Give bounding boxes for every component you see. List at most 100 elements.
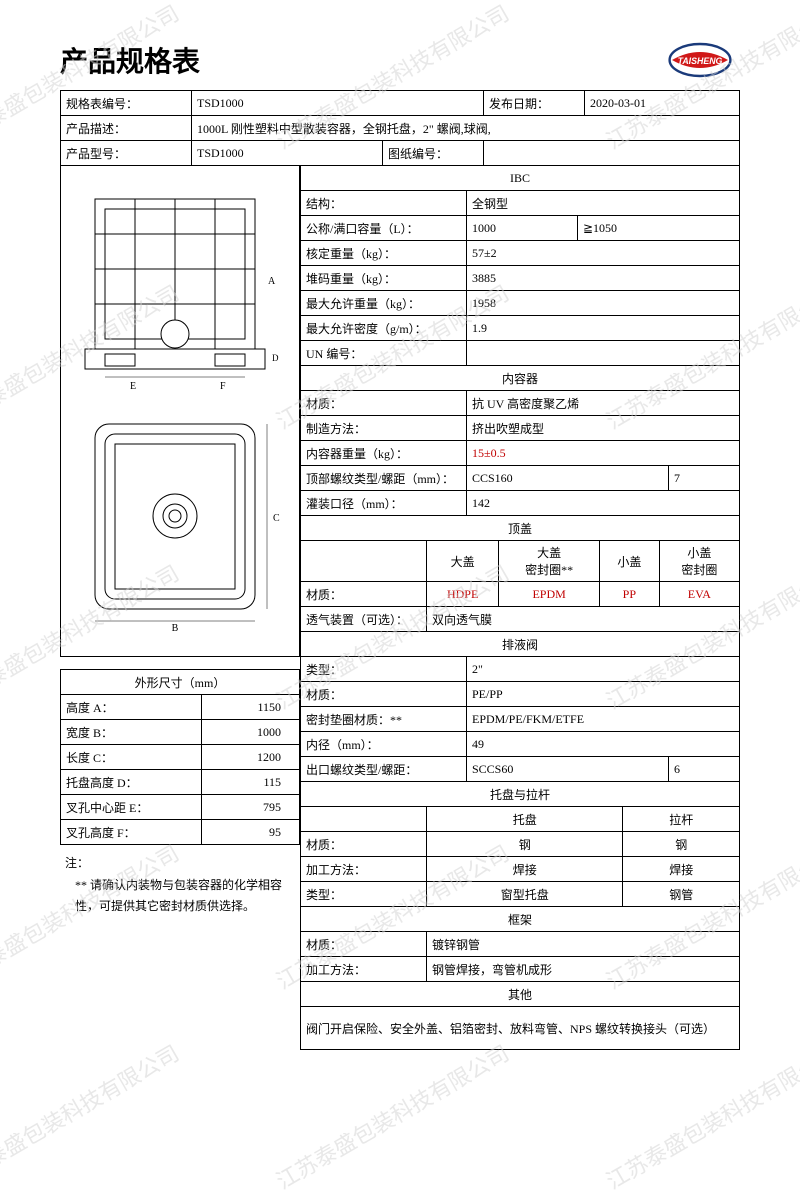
cell-value: 1958 <box>467 291 740 316</box>
cell-value: 1000 <box>467 216 578 241</box>
desc-value: 1000L 刚性塑料中型散装容器，全钢托盘，2" 螺阀,球阀, <box>192 116 740 141</box>
cell-label: 内容器重量（kg）： <box>301 441 467 466</box>
svg-text:B: B <box>172 623 179 634</box>
svg-text:E: E <box>130 381 136 392</box>
other-header: 其他 <box>301 982 740 1007</box>
cell-value: PP <box>599 582 659 607</box>
cell-value: 6 <box>669 757 740 782</box>
model-label: 产品型号： <box>61 141 192 166</box>
dims-header: 外形尺寸（mm） <box>61 670 300 695</box>
cell-value: 钢管 <box>623 882 740 907</box>
valve-table: 排液阀 类型：2" 材质：PE/PP 密封垫圈材质：**EPDM/PE/FKM/… <box>300 632 740 782</box>
cell-label: 加工方法： <box>301 957 427 982</box>
cell-value: SCCS60 <box>467 757 669 782</box>
note-block: 注： ** 请确认内装物与包装容器的化学相容性，可提供其它密封材质供选择。 <box>60 845 300 926</box>
top-table: 规格表编号： TSD1000 发布日期： 2020-03-01 产品描述： 10… <box>60 90 740 166</box>
cell-value: 挤出吹塑成型 <box>467 416 740 441</box>
dim-label: 托盘高度 D： <box>61 770 202 795</box>
svg-text:D: D <box>272 353 279 363</box>
cell-label: 材质： <box>301 682 467 707</box>
dim-value: 1000 <box>202 720 300 745</box>
cell-label: 灌装口径（mm）： <box>301 491 467 516</box>
cap-header: 顶盖 <box>301 516 740 541</box>
cell-label: 材质： <box>301 932 427 957</box>
cell-value: 3885 <box>467 266 740 291</box>
header: 产品规格表 TAISHENG <box>60 40 740 80</box>
cell-label: 材质： <box>301 582 427 607</box>
note-header: 注： <box>65 853 295 875</box>
cell-label: 透气装置（可选）： <box>301 607 427 632</box>
cell-label: 顶部螺纹类型/螺距（mm）： <box>301 466 467 491</box>
cell-value: 窗型托盘 <box>427 882 623 907</box>
logo: TAISHENG <box>660 40 740 80</box>
col-head: 大盖 <box>427 541 499 582</box>
cell-value: EVA <box>659 582 739 607</box>
cell-value: HDPE <box>427 582 499 607</box>
cap-table: 顶盖 大盖 大盖 密封圈** 小盖 小盖 密封圈 材质： HDPE EPDM P… <box>300 516 740 632</box>
spec-no: TSD1000 <box>192 91 484 116</box>
cell-label: 堆码重量（kg）： <box>301 266 467 291</box>
cell-value: 双向透气膜 <box>427 607 740 632</box>
cell-label: 出口螺纹类型/螺距： <box>301 757 467 782</box>
dim-value: 95 <box>202 820 300 845</box>
cell-value: 57±2 <box>467 241 740 266</box>
frame-header: 框架 <box>301 907 740 932</box>
cell-value <box>467 341 740 366</box>
ibc-header: IBC <box>301 166 740 191</box>
svg-text:F: F <box>220 381 226 392</box>
date-label: 发布日期： <box>484 91 585 116</box>
cell-value: 钢 <box>623 832 740 857</box>
cell-label: 核定重量（kg）： <box>301 241 467 266</box>
cell-value: 1.9 <box>467 316 740 341</box>
desc-label: 产品描述： <box>61 116 192 141</box>
drawing-area: A D E F B C <box>60 166 300 657</box>
cell-value: 2" <box>467 657 740 682</box>
cell-value: EPDM/PE/FKM/ETFE <box>467 707 740 732</box>
cell-label: 制造方法： <box>301 416 467 441</box>
col-blank <box>301 807 427 832</box>
dim-label: 高度 A： <box>61 695 202 720</box>
cell-label: 加工方法： <box>301 857 427 882</box>
cell-value: 抗 UV 高密度聚乙烯 <box>467 391 740 416</box>
date-value: 2020-03-01 <box>585 91 740 116</box>
ibc-table: IBC 结构：全钢型 公称/满口容量（L）：1000≧1050 核定重量（kg）… <box>300 166 740 516</box>
cell-value: 焊接 <box>427 857 623 882</box>
cell-value: 全钢型 <box>467 191 740 216</box>
cell-value: 7 <box>669 466 740 491</box>
dimensions-table: 外形尺寸（mm） 高度 A：1150 宽度 B：1000 长度 C：1200 托… <box>60 669 300 845</box>
draw-value <box>484 141 740 166</box>
front-view-drawing: A D E F <box>75 184 285 394</box>
cell-label: 材质： <box>301 391 467 416</box>
cell-value: 焊接 <box>623 857 740 882</box>
other-text: 阀门开启保险、安全外盖、铝箔密封、放料弯管、NPS 螺纹转换接头（可选） <box>301 1007 740 1050</box>
cell-value: 142 <box>467 491 740 516</box>
model-value: TSD1000 <box>192 141 383 166</box>
dim-value: 115 <box>202 770 300 795</box>
pallet-header: 托盘与拉杆 <box>301 782 740 807</box>
cell-label: 类型： <box>301 657 467 682</box>
cell-label: UN 编号： <box>301 341 467 366</box>
cell-value: CCS160 <box>467 466 669 491</box>
cell-value: 镀锌钢管 <box>427 932 740 957</box>
svg-text:A: A <box>268 276 276 287</box>
dim-label: 叉孔高度 F： <box>61 820 202 845</box>
col-blank <box>301 541 427 582</box>
dim-value: 1200 <box>202 745 300 770</box>
svg-text:C: C <box>273 513 280 524</box>
inner-header: 内容器 <box>301 366 740 391</box>
cell-label: 最大允许密度（g/m）： <box>301 316 467 341</box>
dim-label: 宽度 B： <box>61 720 202 745</box>
spec-no-label: 规格表编号： <box>61 91 192 116</box>
cell-label: 最大允许重量（kg）： <box>301 291 467 316</box>
col-head: 小盖 密封圈 <box>659 541 739 582</box>
valve-header: 排液阀 <box>301 632 740 657</box>
col-head: 托盘 <box>427 807 623 832</box>
col-head: 拉杆 <box>623 807 740 832</box>
cell-label: 类型： <box>301 882 427 907</box>
note-text: ** 请确认内装物与包装容器的化学相容性，可提供其它密封材质供选择。 <box>65 875 295 918</box>
cell-label: 公称/满口容量（L）： <box>301 216 467 241</box>
pallet-table: 托盘与拉杆 托盘拉杆 材质：钢钢 加工方法：焊接焊接 类型：窗型托盘钢管 框架 … <box>300 782 740 1050</box>
cell-label: 结构： <box>301 191 467 216</box>
cell-value: 钢管焊接，弯管机成形 <box>427 957 740 982</box>
cell-label: 材质： <box>301 832 427 857</box>
